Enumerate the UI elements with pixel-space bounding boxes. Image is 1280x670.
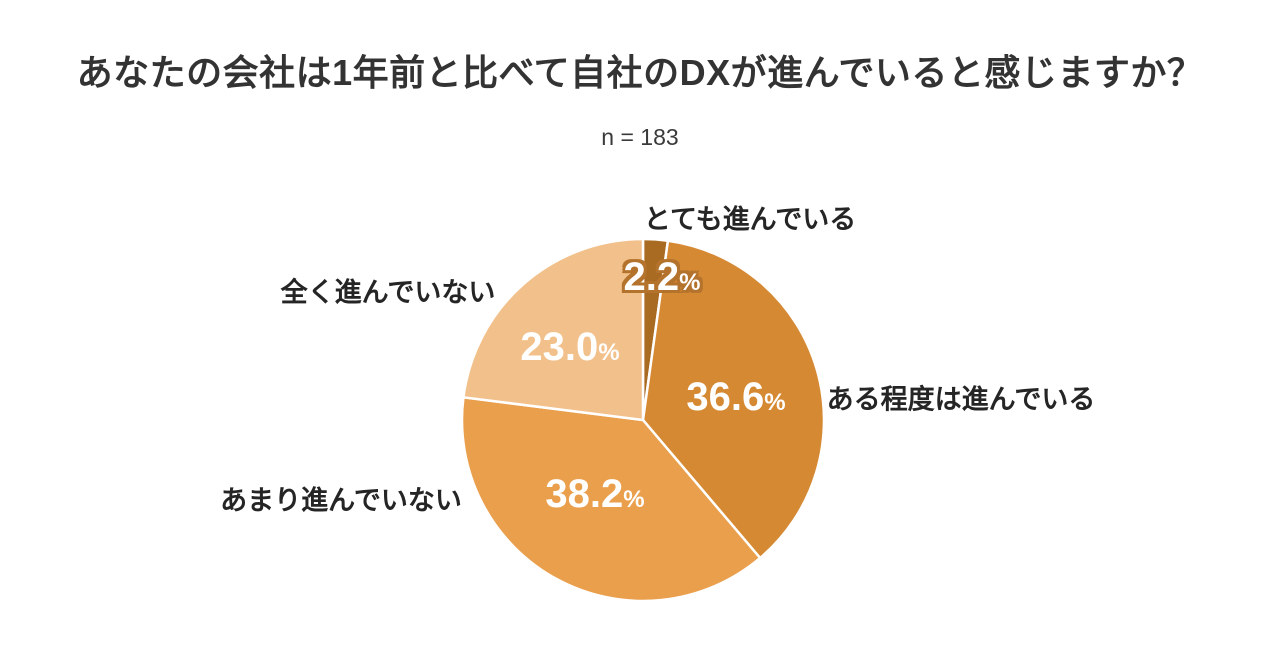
chart-title: あなたの会社は1年前と比べて自社のDXが進んでいると感じますか？: [76, 52, 1204, 93]
slice-value-not-at-all-progressing: 23.0%: [520, 327, 619, 367]
slice-label-somewhat-progressing: ある程度は進んでいる: [826, 384, 1096, 415]
percent-number: 2.2: [623, 255, 680, 299]
slice-value-very-progressing: 2.2%: [624, 257, 701, 297]
pie-slice-3: [462, 237, 645, 422]
slice-label-not-much-progressing: あまり進んでいない: [220, 485, 462, 516]
percent-sign: %: [623, 486, 645, 513]
percent-sign: %: [764, 389, 786, 416]
percent-sign: %: [679, 269, 701, 296]
slice-label-not-at-all-progressing: 全く進んでいない: [280, 277, 496, 308]
percent-sign: %: [598, 339, 620, 366]
slice-value-somewhat-progressing: 36.6%: [686, 377, 785, 417]
pie-slice-1: [641, 239, 826, 560]
percent-number: 36.6: [686, 375, 765, 419]
percent-number: 38.2: [545, 472, 624, 516]
sample-size-label: n = 183: [601, 124, 679, 150]
slice-value-not-much-progressing: 38.2%: [545, 474, 644, 514]
slice-label-very-progressing: とても進んでいる: [643, 204, 857, 235]
pie-slice-2: [460, 396, 762, 603]
percent-number: 23.0: [520, 325, 599, 369]
